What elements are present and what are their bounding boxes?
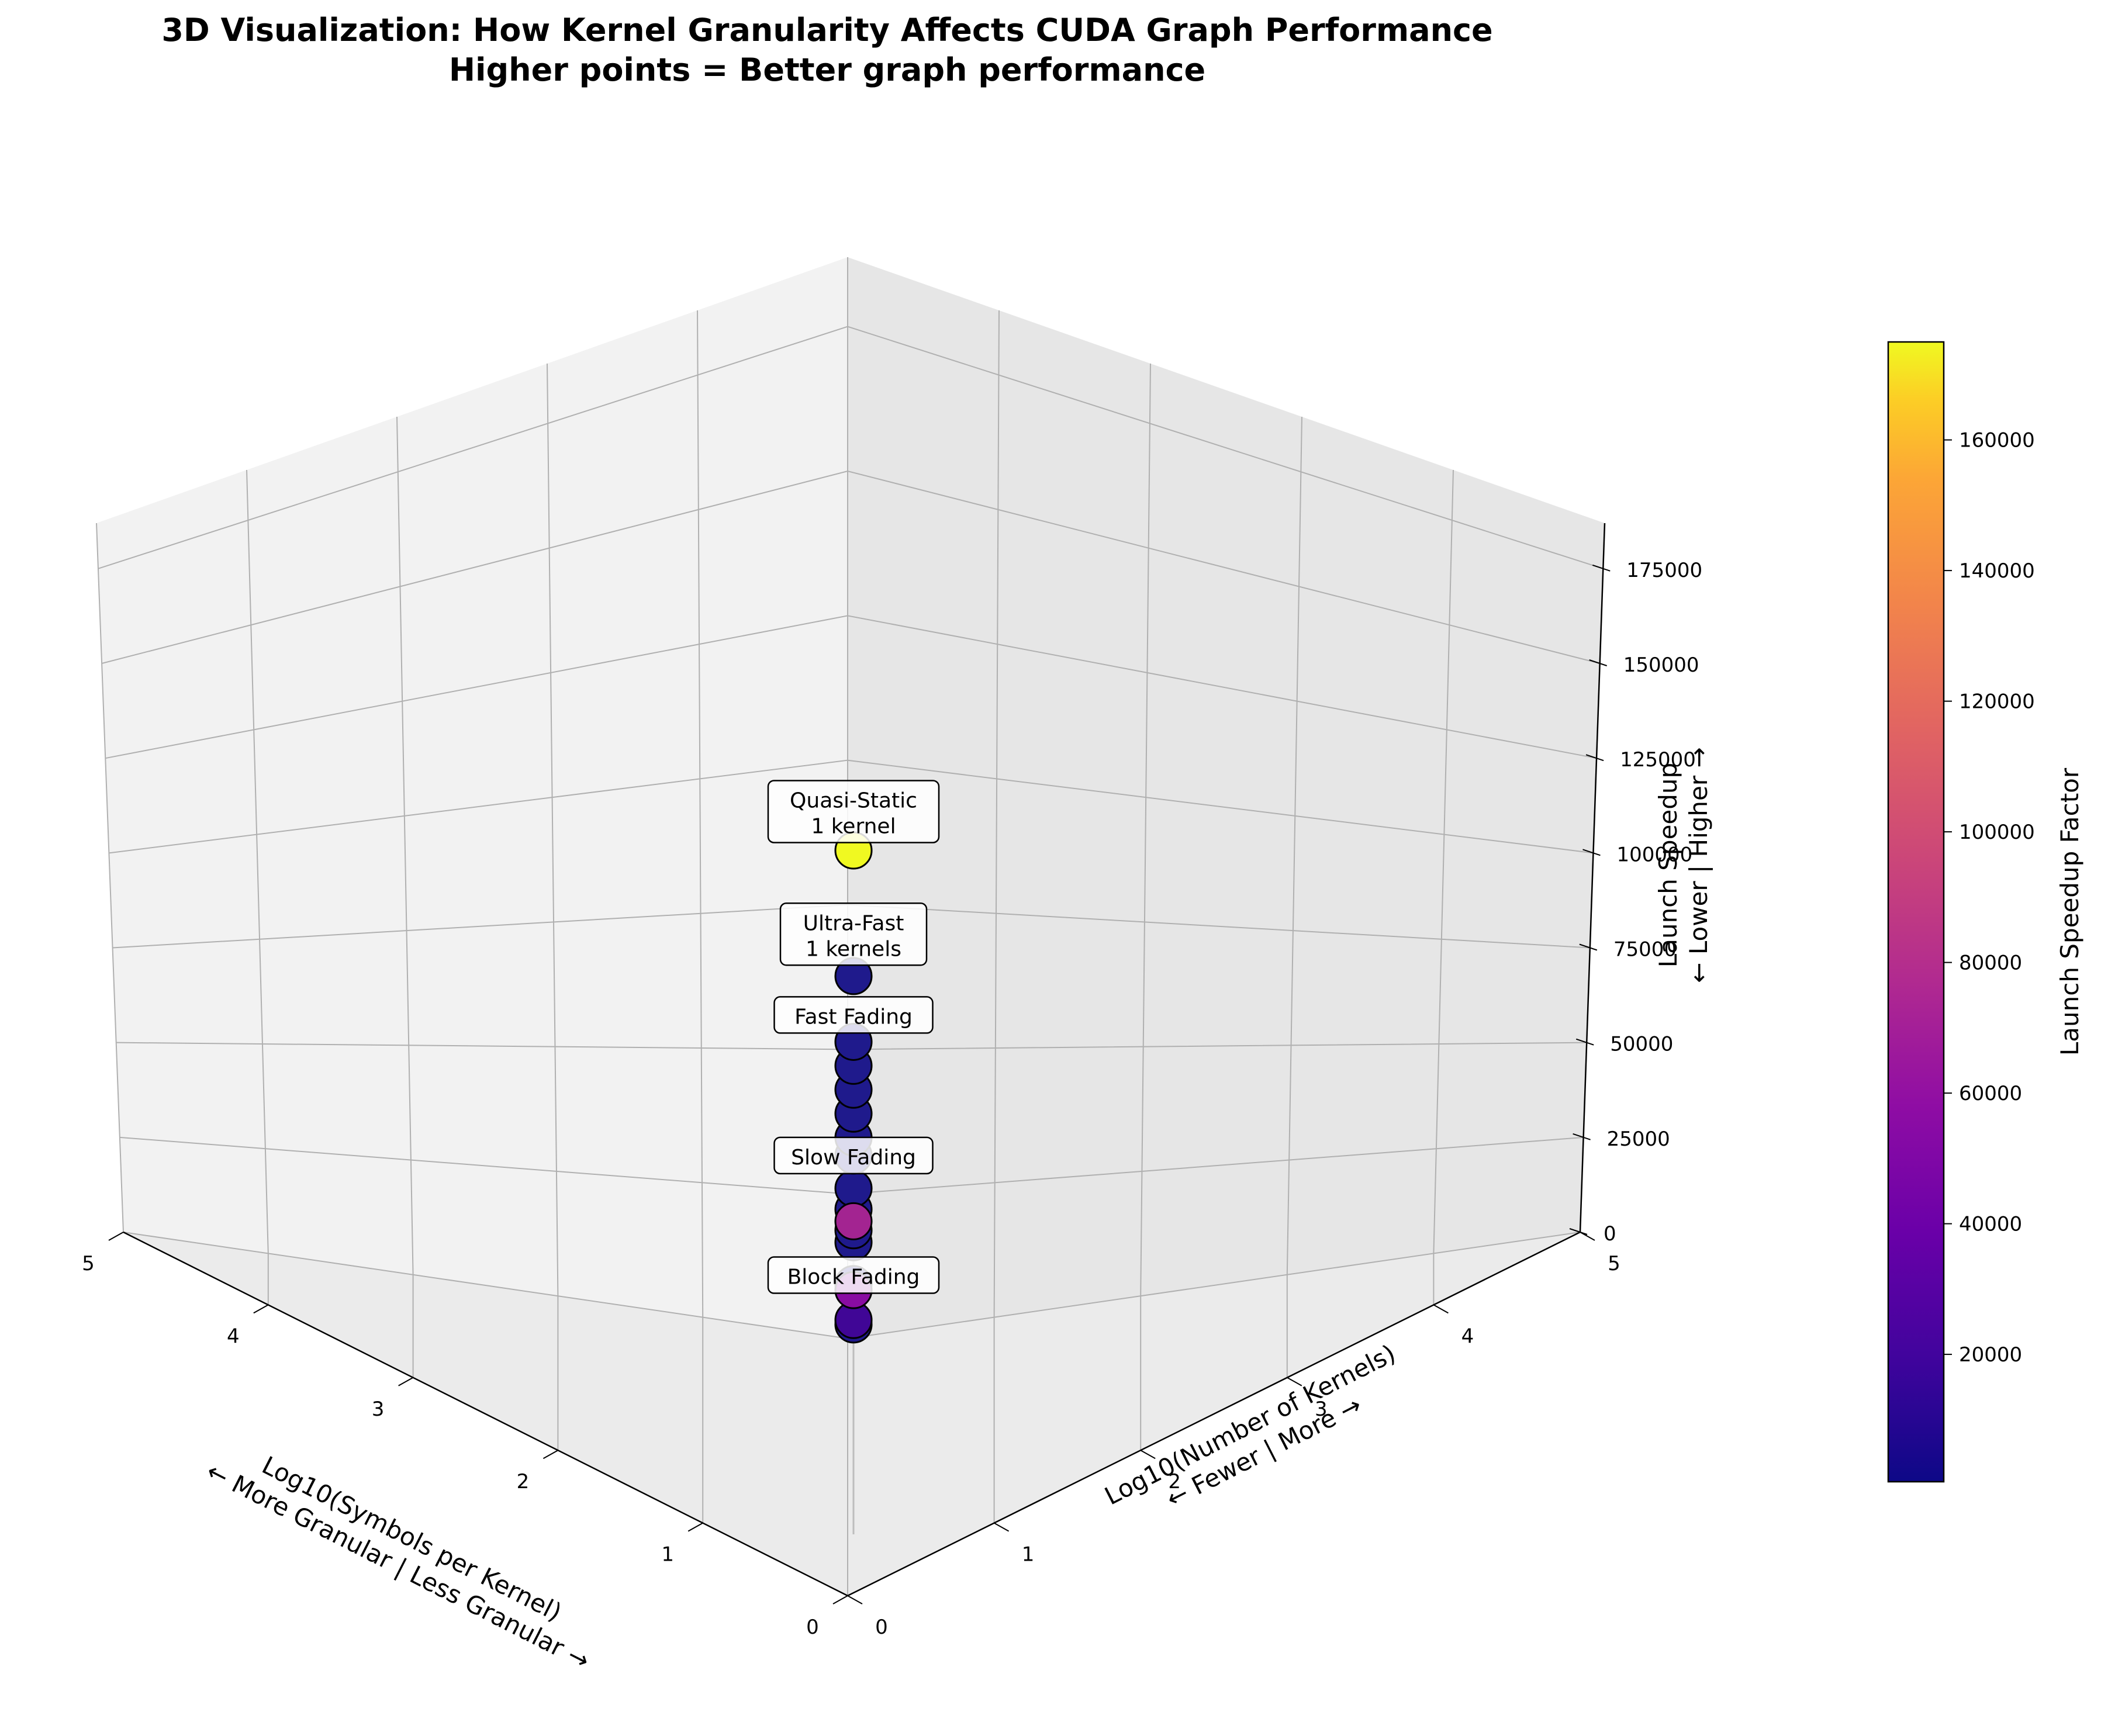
x-tick-label: 5 (82, 1252, 95, 1275)
z-tick-label: 75000 (1613, 938, 1677, 962)
x-gridline-wall (246, 469, 269, 1254)
y-gridline-wall (1140, 363, 1151, 1296)
colorbar-label: Launch Speedup Factor (2055, 767, 2084, 1056)
y-tick-mark (994, 1522, 1010, 1532)
y-tick-label: 4 (1461, 1325, 1474, 1348)
colorbar-tick-label: 20000 (1959, 1343, 2022, 1367)
z-axis-label: Launch Speedup ← Lower | Higher → (1654, 747, 1713, 983)
z-tick-mark (1592, 564, 1611, 572)
x-gridline-wall (96, 523, 124, 1233)
y-tick-label: 0 (875, 1616, 888, 1639)
colorbar-tick-label: 100000 (1959, 821, 2035, 844)
z-tick-mark (1585, 754, 1604, 762)
y-gridline-wall (993, 310, 1000, 1317)
data-point (834, 1169, 873, 1208)
axis-ticks: 0 1 2 3 4 5 0 1 2 3 4 5 0 25000 50000 75000 100000 125000… (82, 559, 1702, 1639)
y-gridline-wall (1433, 469, 1454, 1254)
x-gridline-wall (396, 416, 414, 1275)
axis-lines (123, 523, 1606, 1597)
pane-left (96, 257, 848, 1339)
y-tick-mark (1287, 1377, 1302, 1386)
x-tick-mark (253, 1304, 269, 1314)
data-point-highlight (834, 1202, 873, 1240)
x-axis-label: Log10(Symbols per Kernel) ← More Granula… (202, 1451, 595, 1675)
x-tick-label: 4 (227, 1325, 240, 1348)
z-tick-label: 125000 (1620, 748, 1696, 772)
x-tick-mark (832, 1595, 848, 1604)
y-tick-mark (1140, 1450, 1156, 1460)
y-tick-mark (1433, 1304, 1449, 1314)
z-tick-label: 175000 (1626, 559, 1702, 582)
annotation-text: Ultra-Fast (803, 911, 904, 935)
x-tick-mark (108, 1232, 124, 1241)
annotation-box (773, 1136, 934, 1175)
x-tick-mark (542, 1450, 558, 1460)
z-tick-label: 150000 (1623, 653, 1699, 677)
z-tick-mark (1573, 1133, 1591, 1140)
x-gridline-wall (697, 310, 704, 1317)
annotation-box (773, 996, 934, 1034)
z-tick-mark (1569, 1228, 1588, 1235)
colorbar-tick-label: 160000 (1959, 429, 2035, 452)
y-tick-mark (847, 1595, 863, 1604)
z-tick-mark (1579, 943, 1598, 951)
z-tick-mark (1582, 849, 1601, 856)
annotation-box (779, 902, 928, 966)
colorbar-gradient (1887, 341, 1945, 1483)
colorbar-ticks: 20000 40000 60000 80000 100000 120000 140000 16… (1944, 429, 2035, 1367)
chart-title-line-1: 3D Visualization: How Kernel Granularity… (161, 12, 1492, 49)
y-axis-line (847, 1231, 1581, 1597)
plot-3d-panes (96, 257, 1605, 1596)
z-tick-label: 100000 (1616, 843, 1692, 866)
z-axis-label-line-1: Launch Speedup (1654, 763, 1682, 967)
annotation-text: 1 kernels (806, 937, 901, 961)
x-gridline-wall (547, 363, 559, 1296)
colorbar-tick-label: 40000 (1959, 1213, 2022, 1236)
annotation-text: Block Fading (787, 1265, 920, 1289)
annotation-text: Slow Fading (791, 1146, 916, 1170)
z-tick-mark (1589, 659, 1608, 666)
y-tick-label: 5 (1608, 1252, 1620, 1275)
y-tick-label: 1 (1022, 1543, 1035, 1566)
z-axis-label-line-2: ← Lower | Higher → (1684, 747, 1713, 983)
z-axis-line (1579, 523, 1606, 1233)
annotation-label: Fast Fading (773, 996, 934, 1034)
annotation-label: Block Fading (767, 1256, 940, 1294)
y-tick-label: 2 (1168, 1470, 1181, 1493)
annotation-box (767, 1256, 940, 1294)
annotation-text: 1 kernel (811, 814, 896, 838)
x-axis-line (123, 1231, 848, 1597)
x-tick-label: 2 (517, 1470, 530, 1493)
colorbar-tick-label: 120000 (1959, 690, 2035, 714)
chart-title: 3D Visualization: How Kernel Granularity… (161, 12, 1492, 88)
pane-floor (123, 1232, 1580, 1596)
z-tick-mark (1575, 1038, 1594, 1046)
colorbar-tick-label: 80000 (1959, 952, 2022, 975)
y-gridline-wall (1286, 416, 1302, 1275)
x-tick-mark (687, 1522, 703, 1532)
annotation-box (767, 780, 940, 843)
colorbar: 20000 40000 60000 80000 100000 120000 140000 16… (1887, 341, 2084, 1483)
y-tick-label: 3 (1315, 1398, 1328, 1421)
x-tick-label: 3 (372, 1398, 385, 1421)
annotation-text: Fast Fading (794, 1005, 913, 1029)
chart-title-line-2: Higher points = Better graph performance (449, 51, 1205, 88)
z-tick-label: 50000 (1610, 1033, 1673, 1056)
annotation-text: Quasi-Static (790, 789, 917, 812)
colorbar-tick-label: 60000 (1959, 1082, 2022, 1105)
z-tick-label: 25000 (1607, 1128, 1670, 1151)
x-tick-label: 0 (806, 1616, 819, 1639)
x-axis-label-line-2: ← More Granular | Less Granular → (202, 1457, 595, 1675)
x-tick-mark (398, 1377, 414, 1386)
colorbar-tick-label: 140000 (1959, 559, 2035, 583)
annotation-label: Slow Fading (773, 1136, 934, 1175)
pane-right (848, 257, 1605, 1339)
x-tick-label: 1 (661, 1543, 674, 1566)
z-tick-label: 0 (1604, 1222, 1616, 1246)
